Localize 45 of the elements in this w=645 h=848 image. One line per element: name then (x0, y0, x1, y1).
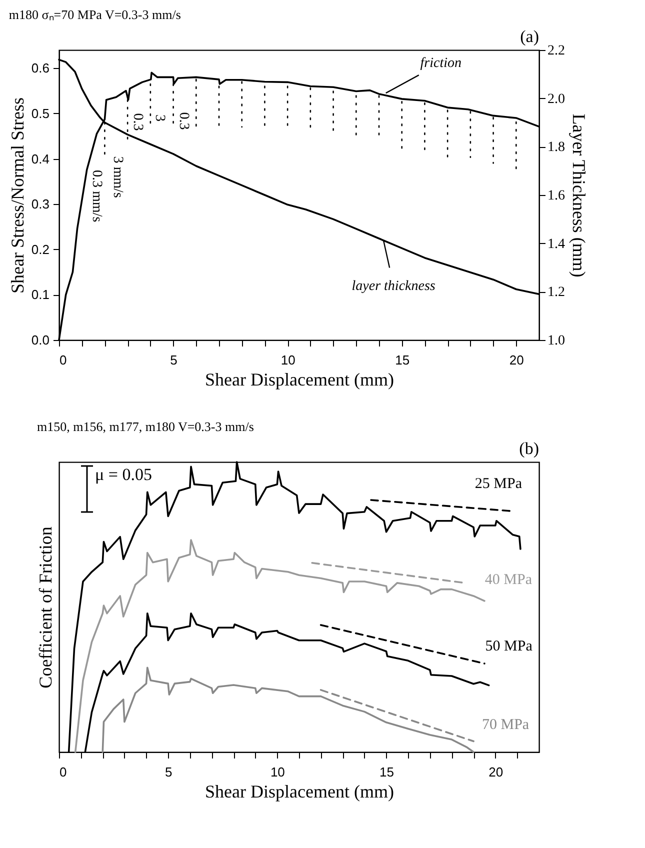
x-tick-label: 10 (270, 764, 285, 780)
y-tick-label: 0.6 (31, 60, 50, 76)
x-tick-label: 0 (60, 764, 67, 780)
y2-tick-label: 1.4 (548, 236, 565, 252)
annotation: friction (420, 56, 462, 72)
y2-tick-label: 1.6 (548, 188, 565, 204)
chart-title: m180 σₙ=70 MPa V=0.3-3 mm/s (8, 7, 181, 22)
y-tick-label: 0.2 (31, 242, 50, 257)
annotation: 0.3 (176, 112, 191, 130)
y2-tick-label: 2.0 (548, 92, 565, 107)
chart-title: m150, m156, m177, m180 V=0.3-3 mm/s (37, 419, 254, 434)
x-tick-label: 5 (170, 352, 178, 368)
annotation: μ = 0.05 (95, 465, 152, 484)
annotation: 3 (152, 114, 167, 122)
y-axis-title: Coefficient of Friction (36, 526, 56, 688)
y-tick-label: 0.5 (31, 106, 50, 121)
x-tick-label: 15 (395, 352, 410, 368)
text: 25 MPa (474, 476, 522, 492)
series-label: 50 MPa (485, 638, 533, 654)
annotation: 0.3 mm/s (89, 170, 104, 222)
x-tick-label: 0 (60, 352, 67, 368)
x-tick-label: 5 (164, 764, 172, 780)
y-tick-label: 0.3 (31, 196, 50, 212)
series-label: 40 MPa (484, 572, 532, 588)
annotation: 3 mm/s (110, 156, 125, 198)
x-axis-title: Shear Displacement (mm) (205, 370, 394, 390)
x-tick-label: 10 (280, 352, 296, 368)
annotation: layer thickness (352, 278, 436, 294)
y-tick-label: 0.4 (31, 151, 50, 166)
x-tick-label: 15 (380, 764, 394, 780)
y-tick-label: 0.0 (31, 332, 50, 348)
text: (a) (520, 27, 539, 46)
x-axis-title: Shear Displacement (mm) (205, 782, 394, 802)
x-tick-label: 20 (488, 764, 504, 780)
x-tick-label: 20 (509, 352, 524, 368)
text: (b) (519, 439, 539, 458)
y-tick-label: 0.1 (31, 287, 50, 302)
series-label: 70 MPa (482, 717, 530, 733)
annotation: 0.3 (130, 113, 145, 131)
y2-tick-label: 1.8 (548, 140, 565, 156)
y-axis-title: Shear Stress/Normal Stress (7, 98, 28, 294)
y2-tick-label: 1.2 (548, 285, 565, 300)
y2-tick-label: 1.0 (548, 334, 565, 348)
y2-axis-title: Layer Thickness (mm) (569, 114, 589, 278)
y2-tick-label: 2.2 (548, 44, 565, 58)
